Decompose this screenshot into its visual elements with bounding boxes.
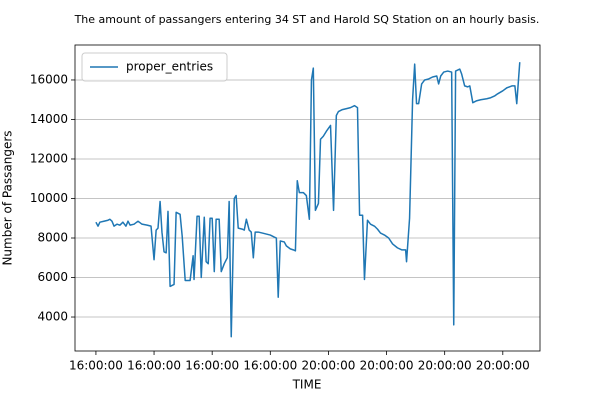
chart-title: The amount of passangers entering 34 ST … xyxy=(74,13,540,26)
x-tick-label: 16:00:00 xyxy=(69,359,123,373)
plot-frame xyxy=(74,44,541,352)
y-axis-label: Number of Passangers xyxy=(1,130,15,265)
x-axis-label: TIME xyxy=(292,378,322,392)
y-tick-label: 6000 xyxy=(37,270,68,284)
y-tick-label: 12000 xyxy=(30,151,68,165)
x-tick-label: 16:00:00 xyxy=(243,359,297,373)
y-tick-label: 4000 xyxy=(37,310,68,324)
x-tick-label: 20:00:00 xyxy=(301,359,355,373)
x-tick-label: 20:00:00 xyxy=(418,359,472,373)
y-tick-label: 14000 xyxy=(30,112,68,126)
legend-label: proper_entries xyxy=(126,60,213,74)
x-tick-label: 20:00:00 xyxy=(476,359,530,373)
x-tick-label: 16:00:00 xyxy=(127,359,181,373)
y-tick-label: 16000 xyxy=(30,72,68,86)
y-tick-label: 8000 xyxy=(37,231,68,245)
y-tick-label: 10000 xyxy=(30,191,68,205)
x-tick-label: 20:00:00 xyxy=(360,359,414,373)
legend-box xyxy=(81,52,228,82)
x-tick-label: 16:00:00 xyxy=(185,359,239,373)
data-line xyxy=(95,62,521,338)
